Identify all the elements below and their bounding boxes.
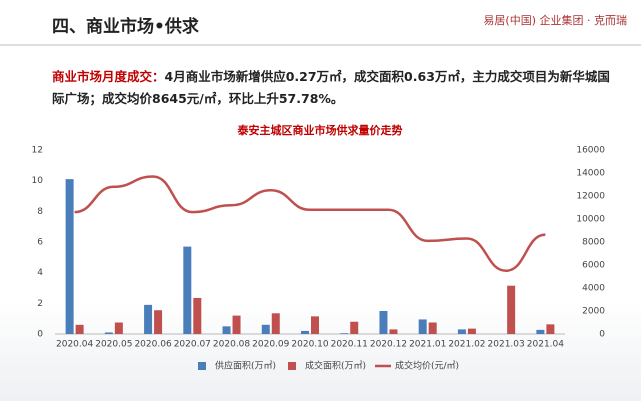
y2-tick-label: 12000 bbox=[576, 192, 605, 202]
bar bbox=[75, 324, 84, 334]
bar bbox=[379, 311, 388, 334]
x-tick-label: 2020.05 bbox=[95, 340, 132, 350]
y-tick-label: 4 bbox=[37, 268, 43, 278]
chart-title: 泰安主城区商业市场供求量价走势 bbox=[237, 123, 403, 137]
bar bbox=[350, 321, 359, 334]
x-tick-label: 2021.04 bbox=[527, 340, 564, 350]
x-tick-label: 2020.04 bbox=[56, 340, 93, 350]
header: 四、商业市场•供求 易居(中国) 企业集团 · 克而瑞 bbox=[0, 0, 641, 46]
bar bbox=[546, 324, 555, 334]
x-tick-label: 2020.08 bbox=[213, 340, 250, 350]
bar bbox=[193, 297, 202, 334]
bar bbox=[144, 304, 153, 334]
bar bbox=[389, 329, 398, 334]
x-tick-label: 2021.02 bbox=[448, 340, 485, 350]
x-tick-label: 2020.11 bbox=[331, 340, 368, 350]
y-tick-label: 0 bbox=[37, 330, 43, 340]
bar bbox=[271, 313, 280, 334]
bar bbox=[457, 329, 466, 334]
summary-label: 商业市场月度成交： bbox=[52, 69, 165, 84]
bar bbox=[65, 179, 74, 334]
summary-text: 4月商业市场新增供应0.27万㎡，成交面积0.63万㎡，主力成交项目为新华城国际… bbox=[52, 69, 610, 106]
y2-tick-label: 2000 bbox=[582, 307, 605, 317]
legend-swatch bbox=[288, 362, 296, 370]
legend-label: 成交面积(万㎡) bbox=[305, 360, 366, 372]
y-tick-label: 8 bbox=[37, 207, 43, 217]
bar bbox=[340, 333, 349, 334]
x-tick-label: 2020.07 bbox=[174, 340, 211, 350]
y2-tick-label: 16000 bbox=[576, 146, 605, 156]
y-tick-label: 10 bbox=[32, 176, 44, 186]
y2-tick-label: 0 bbox=[599, 330, 605, 340]
bar bbox=[467, 328, 476, 334]
bar bbox=[536, 329, 545, 334]
bar bbox=[232, 315, 241, 334]
x-tick-label: 2020.09 bbox=[252, 340, 289, 350]
y-tick-label: 12 bbox=[32, 146, 43, 156]
logo-brand: 克而瑞 bbox=[594, 14, 627, 27]
bar bbox=[301, 330, 309, 334]
x-tick-label: 2020.10 bbox=[291, 340, 328, 350]
line bbox=[74, 175, 546, 273]
x-tick-label: 2021.03 bbox=[488, 340, 525, 350]
bar bbox=[418, 319, 427, 334]
legend-label: 供应面积(万㎡) bbox=[215, 360, 276, 372]
legend-label: 成交均价(元/㎡) bbox=[395, 360, 459, 372]
bar bbox=[428, 322, 437, 334]
x-tick-label: 2020.12 bbox=[370, 340, 407, 350]
bar bbox=[261, 324, 270, 334]
y2-tick-label: 6000 bbox=[582, 261, 605, 271]
y2-tick-label: 14000 bbox=[576, 169, 605, 179]
bar bbox=[104, 332, 113, 334]
bar bbox=[311, 316, 319, 334]
summary: 商业市场月度成交：4月商业市场新增供应0.27万㎡，成交面积0.63万㎡，主力成… bbox=[52, 66, 612, 110]
y2-tick-label: 10000 bbox=[576, 215, 605, 225]
y-tick-label: 6 bbox=[37, 238, 43, 248]
logo: 易居(中国) 企业集团 · 克而瑞 bbox=[483, 14, 627, 27]
x-tick-label: 2020.06 bbox=[134, 340, 171, 350]
header-title: 四、商业市场•供求 bbox=[52, 17, 199, 37]
y2-tick-label: 4000 bbox=[582, 284, 605, 294]
logo-cn: 易居(中国) 企业集团 bbox=[483, 14, 584, 27]
y-tick-label: 2 bbox=[37, 299, 43, 309]
y2-tick-label: 8000 bbox=[582, 238, 605, 248]
bar bbox=[114, 322, 123, 334]
bar bbox=[222, 326, 231, 334]
bar bbox=[154, 310, 163, 334]
bar bbox=[507, 285, 516, 334]
x-tick-label: 2021.01 bbox=[409, 340, 446, 350]
bar bbox=[183, 246, 192, 334]
legend-swatch bbox=[198, 362, 206, 370]
